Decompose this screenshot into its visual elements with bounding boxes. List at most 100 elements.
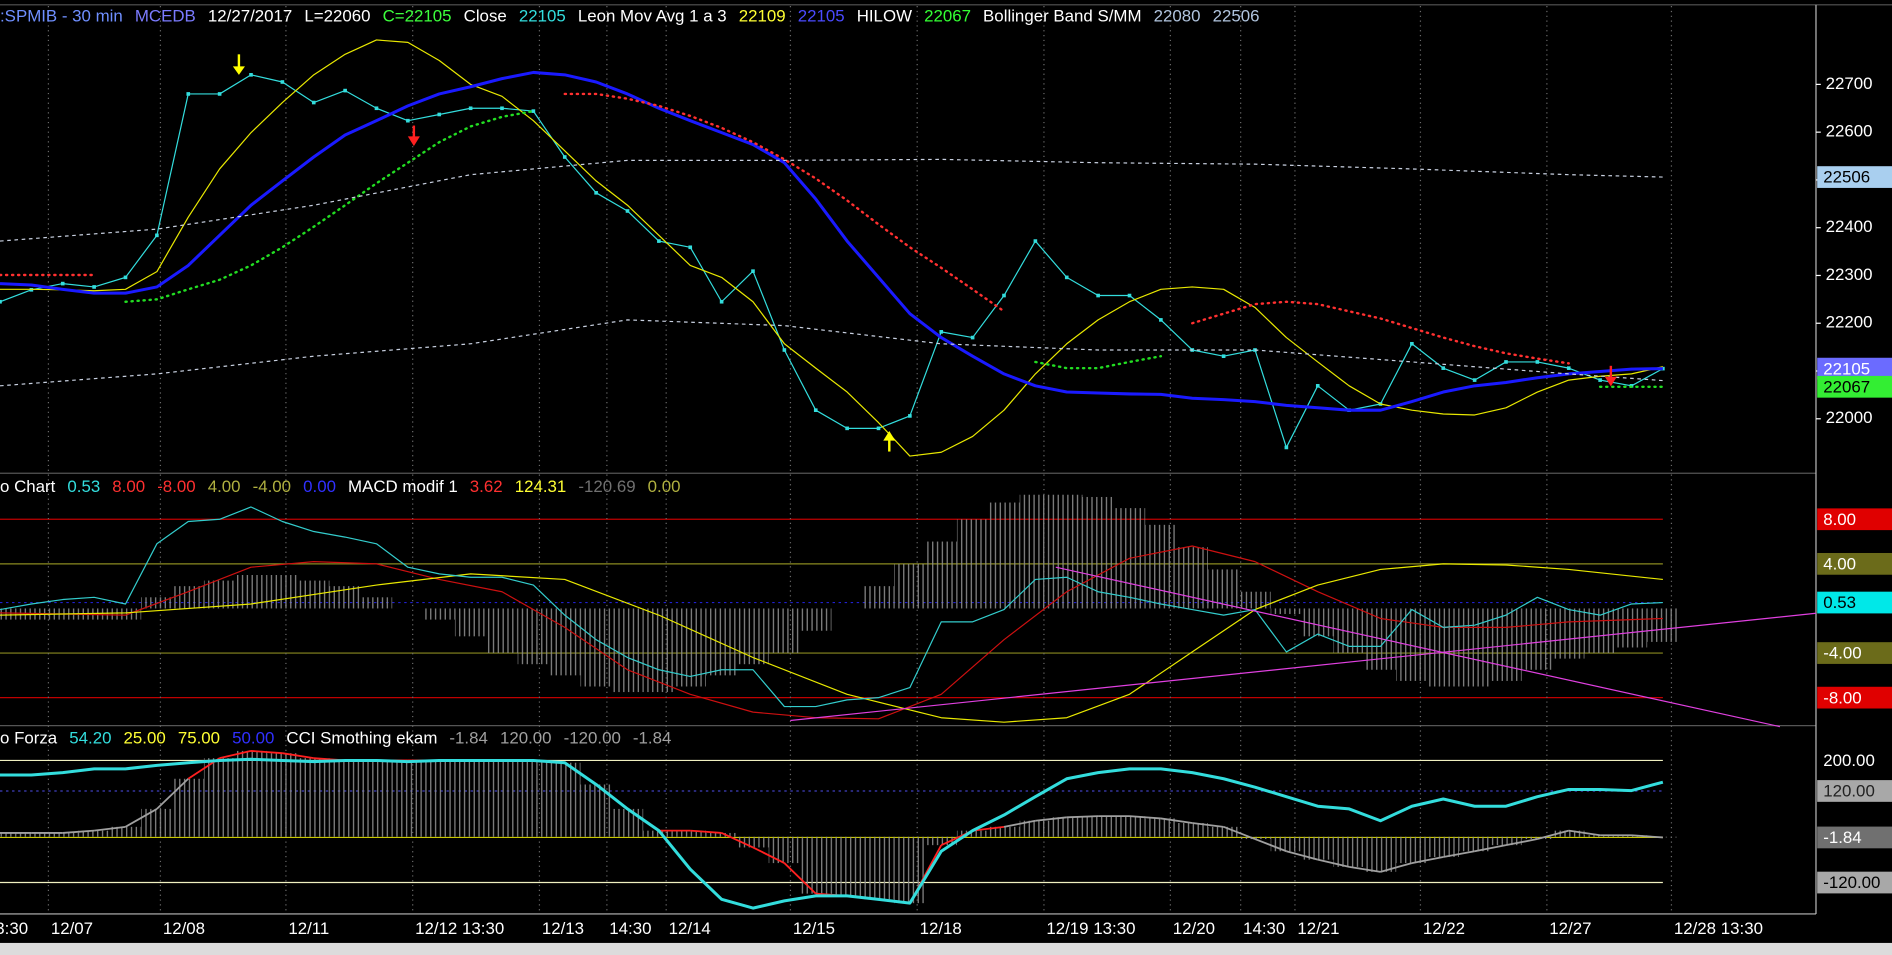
y-tick-label: 22200 xyxy=(1826,313,1873,332)
legend-item: 3.62 xyxy=(470,477,503,496)
x-tick-label: 12/18 xyxy=(920,919,962,938)
price-marker xyxy=(1002,293,1006,298)
histogram-bar xyxy=(1396,608,1428,681)
indicator-segment xyxy=(250,750,283,755)
indicator-segment xyxy=(156,778,189,810)
price-marker xyxy=(531,109,536,113)
y-tick-label: 22300 xyxy=(1826,265,1873,284)
value-box xyxy=(1817,375,1892,398)
histogram-bar xyxy=(1207,569,1240,609)
indicator-segment xyxy=(1129,815,1161,820)
histogram-bar xyxy=(235,750,267,837)
series-line xyxy=(0,757,1664,910)
histogram-bar xyxy=(392,760,424,837)
histogram-bar xyxy=(454,760,487,837)
legend-item: 25.00 xyxy=(124,728,166,747)
histogram-bar xyxy=(1427,836,1459,857)
legend-item: MCEDB xyxy=(135,6,196,25)
histogram-bar xyxy=(611,608,644,693)
histogram-bar xyxy=(1584,608,1616,654)
series-line xyxy=(0,39,1664,457)
legend-item: -8.00 xyxy=(157,477,195,496)
histogram-bar xyxy=(1302,836,1334,860)
value-box xyxy=(1817,749,1892,772)
histogram-bar xyxy=(1051,817,1083,837)
histogram-bar xyxy=(1019,820,1052,837)
legend-item: :SPMIB - 30 min xyxy=(0,6,123,25)
price-marker xyxy=(1033,239,1038,243)
price-marker xyxy=(1566,366,1571,370)
plot-layer: :SPMIB - 30 min MCEDB 12/27/2017 L=22060 C=2… xyxy=(0,6,1892,938)
value-box xyxy=(1817,826,1892,849)
histogram-bar xyxy=(1082,816,1114,837)
price-marker xyxy=(908,414,912,418)
legend-item: C=22105 xyxy=(383,6,452,25)
x-tick-label: 12/21 xyxy=(1297,919,1339,938)
histogram-bar xyxy=(1270,836,1303,852)
price-marker xyxy=(1598,378,1602,382)
histogram-bar xyxy=(800,608,832,631)
legend-item: 0.53 xyxy=(67,477,100,496)
series-line xyxy=(1055,566,1781,728)
legend-item: CCI Smothing ekam xyxy=(286,728,437,747)
x-tick-label: 12/08 xyxy=(163,919,205,938)
y-tick-label: 0.53 xyxy=(1823,593,1856,612)
price-marker xyxy=(500,106,504,111)
indicator-segment xyxy=(1254,838,1287,853)
histogram-bar xyxy=(1333,836,1365,867)
legend-item: -1.84 xyxy=(633,728,671,747)
histogram-bar xyxy=(1333,608,1365,654)
histogram-bar xyxy=(862,836,895,900)
price-marker xyxy=(1535,360,1540,364)
x-tick-label: 12/11 xyxy=(288,919,329,938)
histogram-bar xyxy=(1145,524,1177,609)
histogram-bar xyxy=(1176,823,1208,837)
histogram-bar xyxy=(454,608,487,637)
series-line xyxy=(0,563,1663,723)
histogram-bar xyxy=(674,608,706,687)
indicator-segment xyxy=(1066,815,1099,819)
indicator-segment xyxy=(1380,862,1413,873)
indicator-segment xyxy=(972,825,1005,832)
y-tick-label: 4.00 xyxy=(1823,555,1856,574)
x-tick-label: 12/22 xyxy=(1423,919,1465,938)
price-marker xyxy=(1284,445,1289,450)
legend-item: o Forza xyxy=(0,728,58,747)
histogram-bar xyxy=(768,608,801,654)
x-tick-label: 14:30 xyxy=(1243,919,1285,938)
histogram-bar xyxy=(1176,547,1208,609)
series-line xyxy=(0,92,1570,365)
value-box xyxy=(1817,552,1892,575)
histogram-bar xyxy=(1490,836,1522,846)
y-tick-label: 22600 xyxy=(1826,122,1873,141)
legend-item: 22109 xyxy=(739,6,786,25)
indicator-segment xyxy=(752,846,785,864)
histogram-bar xyxy=(1207,826,1240,837)
price-marker xyxy=(1064,275,1069,280)
histogram-bar xyxy=(674,830,706,837)
histogram-bar xyxy=(141,808,173,837)
histogram-bar xyxy=(1396,836,1428,864)
histogram-bar xyxy=(1364,836,1397,872)
price-marker xyxy=(782,348,787,352)
histogram-bar xyxy=(956,519,989,609)
histogram-bar xyxy=(1553,608,1585,659)
price-marker xyxy=(1441,366,1446,370)
legend-item: L=22060 xyxy=(304,6,370,25)
x-tick-label: 12/13 xyxy=(542,919,584,938)
histogram-bar xyxy=(1458,836,1491,852)
indicator-segment xyxy=(1474,844,1507,853)
indicator-segment xyxy=(1348,866,1381,873)
x-tick-label: 12/28 13:30 xyxy=(1674,919,1763,938)
histogram-bar xyxy=(611,808,644,837)
histogram-bar xyxy=(800,836,832,894)
indicator-segment xyxy=(1035,816,1067,822)
indicator-segment xyxy=(1223,825,1256,840)
histogram-bar xyxy=(172,586,204,609)
indicator-segment xyxy=(690,829,722,834)
indicator-segment xyxy=(62,829,95,834)
signal-arrows xyxy=(232,54,1617,452)
indicator-segment xyxy=(1505,838,1538,847)
histogram-bar xyxy=(925,836,957,846)
